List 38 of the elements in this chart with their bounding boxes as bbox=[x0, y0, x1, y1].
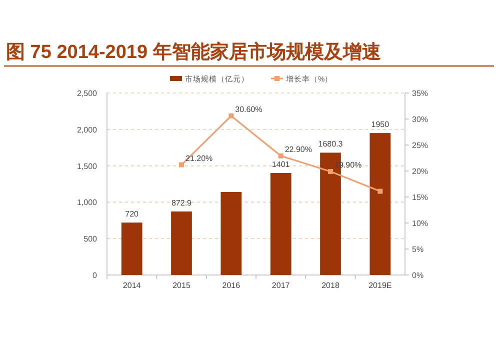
y2-tick-label: 5% bbox=[412, 245, 424, 254]
point bbox=[378, 188, 383, 194]
y-tick-label: 500 bbox=[84, 234, 98, 244]
y-tick-label: 1,500 bbox=[76, 162, 98, 171]
data-label: 1680.3 bbox=[318, 140, 344, 149]
chart-title: 图 75 2014-2019 年智能家居市场规模及增速 bbox=[6, 41, 381, 63]
bar bbox=[121, 222, 142, 275]
point bbox=[278, 153, 284, 158]
bar bbox=[171, 211, 192, 275]
y2-tick-label: 15% bbox=[412, 193, 428, 202]
data-label: 30.60% bbox=[235, 104, 262, 114]
x-tick-label: 2019E bbox=[368, 281, 392, 290]
y-tick-label: 2,500 bbox=[76, 89, 98, 98]
data-label: 872.9 bbox=[171, 198, 192, 208]
data-label: 22.90% bbox=[284, 144, 312, 154]
y-tick-label: 2,000 bbox=[76, 125, 98, 134]
x-tick-label: 2015 bbox=[172, 281, 191, 290]
y2-tick-label: 20% bbox=[412, 167, 428, 176]
point bbox=[179, 162, 184, 168]
bar bbox=[270, 173, 292, 275]
bar bbox=[220, 192, 242, 275]
x-tick-label: 2014 bbox=[122, 281, 142, 290]
y2-tick-label: 30% bbox=[412, 115, 428, 124]
data-label: 720 bbox=[125, 210, 140, 219]
point bbox=[328, 169, 333, 174]
y2-tick-label: 0% bbox=[412, 271, 424, 280]
x-tick-label: 2016 bbox=[222, 281, 241, 290]
data-label: 1950 bbox=[371, 120, 390, 130]
x-tick-label: 2017 bbox=[272, 281, 290, 290]
y-tick-label: 0 bbox=[92, 271, 98, 280]
y2-tick-label: 25% bbox=[412, 141, 428, 150]
point bbox=[228, 113, 234, 118]
y-tick-label: 1,000 bbox=[76, 198, 98, 208]
y2-tick-label: 10% bbox=[412, 219, 428, 228]
bar bbox=[370, 133, 391, 275]
y2-tick-label: 35% bbox=[412, 89, 428, 98]
data-label: 1401 bbox=[272, 160, 290, 170]
x-tick-label: 2018 bbox=[322, 281, 340, 290]
